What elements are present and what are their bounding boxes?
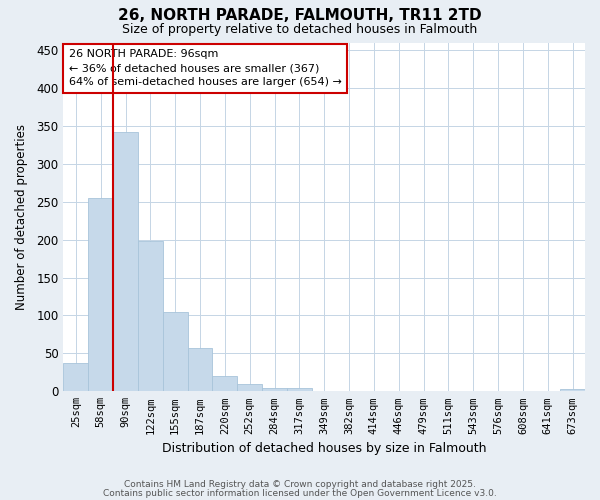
Bar: [88, 198, 113, 392]
Bar: [163, 312, 188, 392]
Bar: [64, 363, 88, 392]
Text: 26, NORTH PARADE, FALMOUTH, TR11 2TD: 26, NORTH PARADE, FALMOUTH, TR11 2TD: [118, 8, 482, 22]
Bar: [113, 132, 138, 392]
Text: Contains HM Land Registry data © Crown copyright and database right 2025.: Contains HM Land Registry data © Crown c…: [124, 480, 476, 489]
Bar: [188, 348, 212, 392]
Text: Contains public sector information licensed under the Open Government Licence v3: Contains public sector information licen…: [103, 488, 497, 498]
Bar: [212, 376, 237, 392]
Bar: [560, 389, 585, 392]
Text: Size of property relative to detached houses in Falmouth: Size of property relative to detached ho…: [122, 22, 478, 36]
Bar: [138, 241, 163, 392]
Bar: [237, 384, 262, 392]
Text: 26 NORTH PARADE: 96sqm
← 36% of detached houses are smaller (367)
64% of semi-de: 26 NORTH PARADE: 96sqm ← 36% of detached…: [68, 50, 341, 88]
Bar: [287, 388, 312, 392]
Y-axis label: Number of detached properties: Number of detached properties: [15, 124, 28, 310]
Bar: [262, 388, 287, 392]
X-axis label: Distribution of detached houses by size in Falmouth: Distribution of detached houses by size …: [162, 442, 487, 455]
